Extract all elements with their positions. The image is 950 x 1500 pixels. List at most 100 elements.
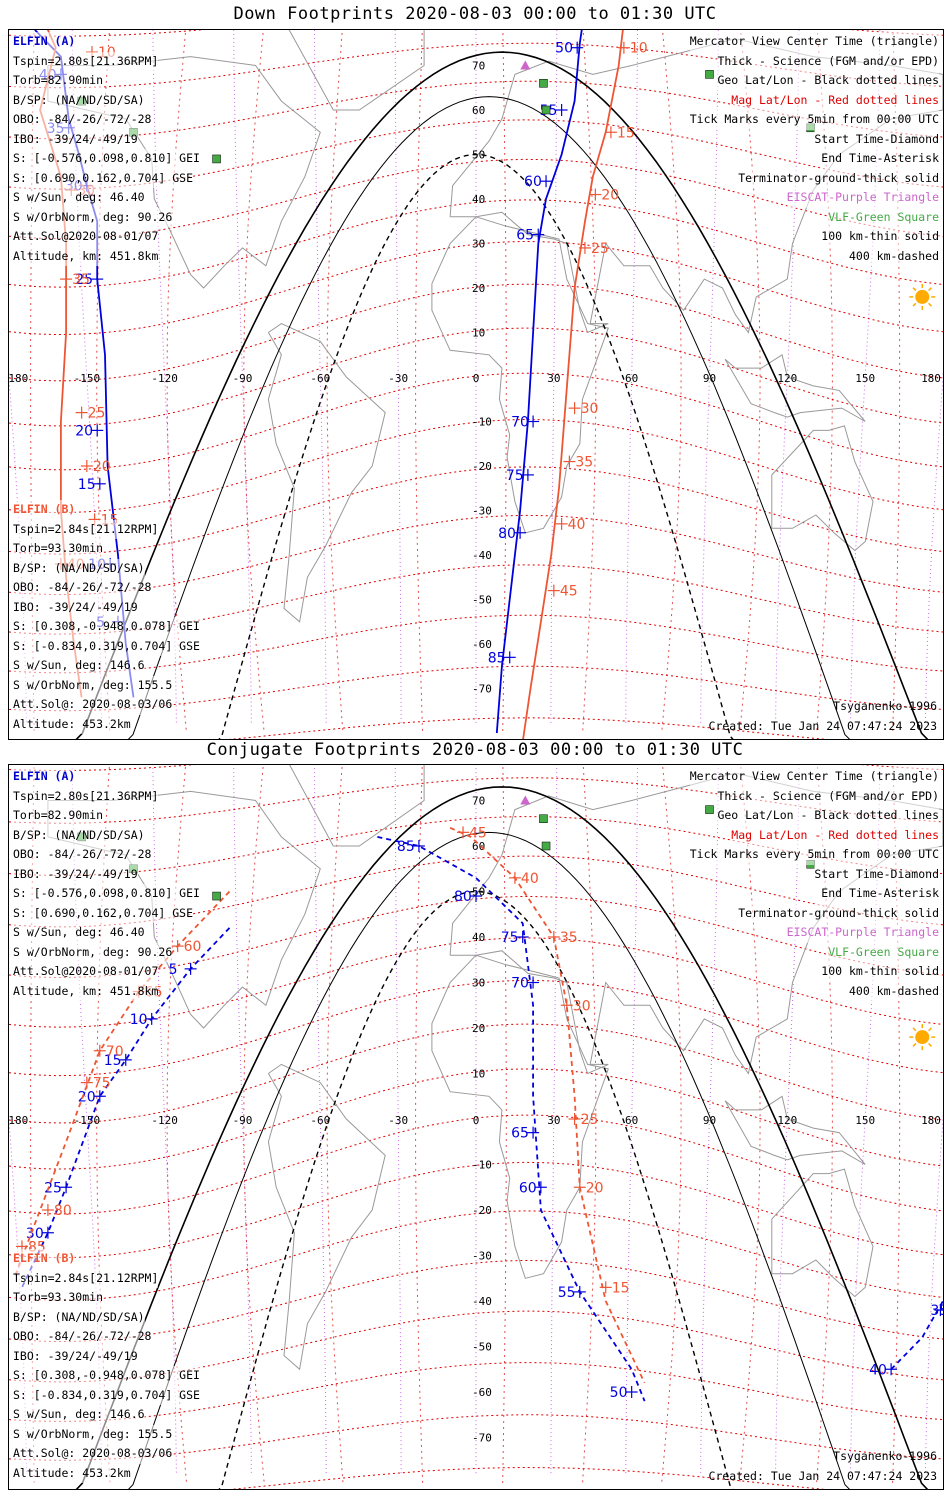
lat-tick-label: -20 <box>472 1204 492 1217</box>
track-time-label: 40 <box>568 517 586 533</box>
info-line: Altitude, km: 451.8km <box>13 981 159 1001</box>
track-time-label: 20 <box>601 188 619 204</box>
info-line: S: [-0.576,0.098,0.810] GEI <box>13 149 200 169</box>
lon-tick-label: 150 <box>855 372 875 385</box>
lon-tick-label: -60 <box>310 372 330 385</box>
info-line: S: [0.690,0.162,0.704] GSE <box>13 903 194 923</box>
coastline <box>724 1095 866 1165</box>
terminator-400km <box>218 153 734 739</box>
info-line: S w/Sun, deg: 146.6 <box>13 656 145 676</box>
top-panel-title: Down Footprints 2020-08-03 00:00 to 01:3… <box>233 4 717 24</box>
mag-latitude-line <box>9 937 943 1028</box>
sun-ray <box>912 302 917 307</box>
model-label: Tsyganenko-1996 <box>833 1449 937 1463</box>
mag-meridian <box>502 765 507 1484</box>
mag-latitude-line <box>9 1114 943 1215</box>
track-time-label: 25 <box>75 272 93 288</box>
legend-item: Thick - Science (FGM and/or EPD) <box>717 786 939 806</box>
info-line: OBO: -84/-26/-72/-28 <box>13 845 152 865</box>
track-time-label: 50 <box>610 1385 628 1401</box>
info-line: S: [-0.834,0.319,0.704] GSE <box>13 636 200 656</box>
terminator <box>75 786 929 1489</box>
legend-item: 400 km-dashed <box>848 981 939 1001</box>
lon-tick-label: 0 <box>473 1114 480 1127</box>
track-time-label: 25 <box>581 1112 599 1128</box>
mag-meridian <box>243 30 265 734</box>
track-time-label: 80 <box>498 526 516 542</box>
track-time-label: 80 <box>54 1203 72 1219</box>
info-line: OBO: -84/-26/-72/-28 <box>13 578 152 598</box>
created-label: Created: Tue Jan 24 07:47:24 2023 <box>708 719 937 733</box>
eiscat-triangle-marker <box>520 60 531 70</box>
lat-tick-label: 70 <box>472 795 485 808</box>
track-time-label: 60 <box>184 939 202 955</box>
mag-latitude-line <box>9 514 943 596</box>
track-time-label: 25 <box>591 241 609 257</box>
mag-meridian <box>739 30 761 734</box>
lon-tick-label: -90 <box>233 1114 253 1127</box>
lon-tick-label: -30 <box>388 372 408 385</box>
track-time-label: 35 <box>930 1303 943 1319</box>
info-line: OBO: -84/-26/-72/-28 <box>13 110 152 130</box>
lat-tick-label: -50 <box>472 594 492 607</box>
lon-tick-label: 60 <box>625 1114 638 1127</box>
info-line: IBO: -39/24/-49/19 <box>13 597 138 617</box>
lat-tick-label: -20 <box>472 460 492 473</box>
lon-tick-label: -150 <box>74 1114 101 1127</box>
legend-item: VLF-Green Square <box>828 942 939 962</box>
axis-tick-labels: -180 -150 -120 -90 -60 -30 0 30 60 90 120 150 180 70 6… <box>9 60 941 696</box>
track-time-label: 35 <box>560 930 578 946</box>
track-time-label: 75 <box>506 468 524 484</box>
mag-latitude-line <box>229 1466 826 1489</box>
mag-meridian <box>415 30 424 734</box>
lat-tick-label: 70 <box>472 60 485 73</box>
info-line: Torb=93.30min <box>13 539 104 559</box>
terminator <box>75 51 929 739</box>
elfin-a-info: ELFIN (A) Tspin=2.80s[21.36RPM] Torb=82.… <box>13 767 200 1001</box>
lon-tick-label: -90 <box>233 372 253 385</box>
lat-tick-label: 60 <box>472 840 485 853</box>
created-label: Created: Tue Jan 24 07:47:24 2023 <box>708 1469 937 1483</box>
info-line: S w/OrbNorm, deg: 155.5 <box>13 675 173 695</box>
info-line: Att.Sol@2020-08-01/07 <box>13 227 159 247</box>
lon-tick-label: -60 <box>310 1114 330 1127</box>
track-time-label: 60 <box>519 1180 537 1196</box>
coastline <box>431 216 609 534</box>
coastline <box>771 1168 874 1298</box>
track-time-label: 15 <box>104 1053 122 1069</box>
lon-tick-label: 120 <box>777 1114 797 1127</box>
lat-tick-label: -60 <box>472 638 492 651</box>
sun-ray <box>928 302 932 307</box>
lon-tick-label: 30 <box>547 372 560 385</box>
track-time-label: 45 <box>560 584 578 600</box>
track-time-label: 70 <box>106 1044 124 1060</box>
legend-item: Start Time-Diamond <box>814 864 939 884</box>
info-line: Tspin=2.80s[21.36RPM] <box>13 51 159 71</box>
mag-meridian <box>326 765 344 1484</box>
track-time-label: 40 <box>869 1362 887 1378</box>
mag-latitude-line <box>9 1068 943 1170</box>
mag-latitude-line <box>9 283 943 382</box>
legend-item: Mag Lat/Lon - Red dotted lines <box>731 825 939 845</box>
lat-tick-label: 50 <box>472 149 485 162</box>
info-line: B/SP: (NA/ND/SD/SA) <box>13 1307 145 1327</box>
satellite-tracks: 5101520253085807570656055504035606570758… <box>13 825 943 1402</box>
down-footprints-panel: -180 -150 -120 -90 -60 -30 0 30 60 90 120 150 180 70 6… <box>8 29 944 740</box>
info-line: S: [-0.576,0.098,0.810] GEI <box>13 884 200 904</box>
elfin-b-info: ELFIN (B) Tspin=2.84s[21.12RPM] Torb=93.… <box>13 500 200 734</box>
legend-item: Terminator-ground-thick solid <box>738 903 939 923</box>
lat-tick-label: -30 <box>472 1250 492 1263</box>
lat-tick-label: 40 <box>472 931 485 944</box>
track-time-label: 80 <box>454 889 472 905</box>
info-line: S w/Sun, deg: 46.40 <box>13 923 145 943</box>
info-line: S w/OrbNorm, deg: 90.26 <box>13 942 173 962</box>
conjugate-footprints-panel: -180 -150 -120 -90 -60 -30 0 30 60 90 120 150 180 70 6… <box>8 764 944 1490</box>
info-line: Torb=82.90min <box>13 71 104 91</box>
track-time-label: 5 <box>169 962 178 978</box>
vlf-station-marker <box>541 841 551 851</box>
info-line: Att.Sol@: 2020-08-03/06 <box>13 1444 173 1464</box>
sun-ray <box>928 1027 932 1032</box>
info-line: Tspin=2.84s[21.12RPM] <box>13 519 159 539</box>
track-time-label: 65 <box>516 228 534 244</box>
sun-ray <box>928 1042 932 1047</box>
